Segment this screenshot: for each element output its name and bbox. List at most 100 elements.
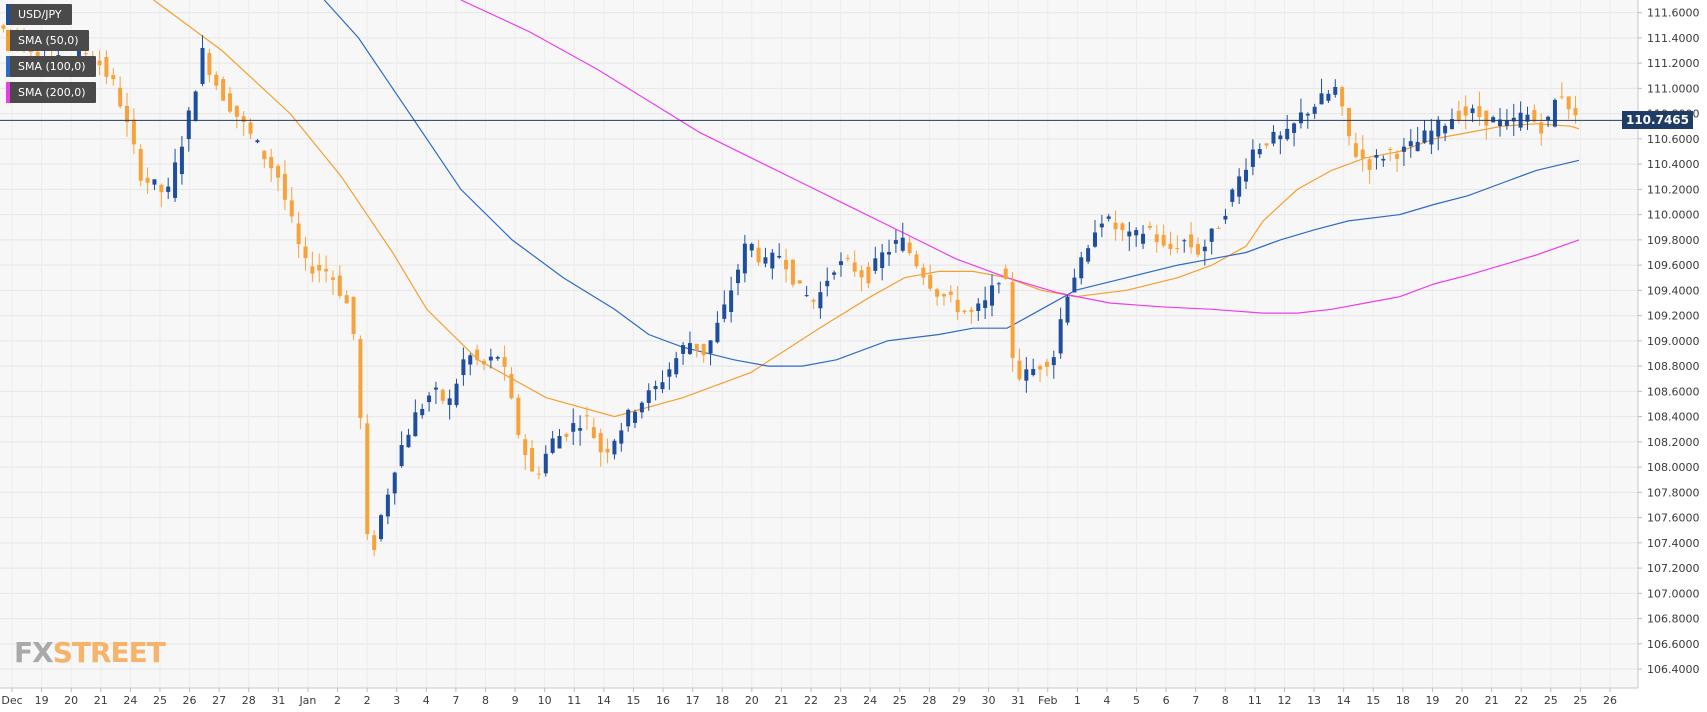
x-tick-label: 25 — [893, 694, 907, 707]
candle-body — [1216, 227, 1221, 229]
candle-body — [1477, 106, 1482, 118]
candle-body — [1051, 357, 1056, 366]
candle-body — [1381, 158, 1386, 161]
candle-body — [578, 428, 583, 431]
candle-body — [948, 291, 953, 295]
candle-body — [1141, 233, 1146, 244]
y-tick-label: 109.6000 — [1647, 259, 1700, 272]
candle-body — [145, 177, 150, 183]
candle-body — [516, 397, 521, 435]
candle-body — [955, 299, 960, 313]
candle-body — [1195, 244, 1200, 255]
candle-body — [1511, 117, 1516, 122]
candle-body — [1305, 113, 1310, 116]
candle-body — [303, 246, 308, 259]
y-tick-label: 108.6000 — [1647, 385, 1700, 398]
candle-body — [1429, 130, 1434, 145]
candle-body — [173, 162, 178, 198]
x-tick-label: 25 — [1573, 694, 1587, 707]
candle-body — [1044, 361, 1049, 367]
candle-body — [1491, 117, 1496, 123]
x-tick-label: 19 — [35, 694, 49, 707]
x-tick-label: Feb — [1038, 694, 1057, 707]
candle-body — [296, 223, 301, 245]
candle-body — [131, 119, 136, 145]
candle-body — [399, 445, 404, 467]
x-tick-label: 8 — [482, 694, 489, 707]
legend-label: SMA (200,0) — [18, 86, 86, 99]
candle-body — [1113, 222, 1118, 230]
legend-item-sma100[interactable]: SMA (100,0) — [6, 56, 96, 77]
candle-body — [990, 285, 995, 306]
candle-body — [1250, 149, 1255, 167]
x-tick-label: 26 — [1603, 694, 1617, 707]
candle-body — [832, 272, 837, 275]
candle-body — [1463, 106, 1468, 116]
candle-body — [777, 255, 782, 258]
x-tick-label: 17 — [686, 694, 700, 707]
candle-body — [1367, 159, 1372, 170]
candle-body — [1, 25, 6, 29]
candle-body — [83, 53, 88, 55]
candle-body — [674, 358, 679, 375]
candle-body — [1546, 116, 1551, 120]
candle-body — [1010, 281, 1015, 358]
candle-body — [221, 79, 226, 101]
candle-body — [1401, 146, 1406, 152]
candle-body — [1498, 119, 1503, 127]
candle-body — [502, 357, 507, 367]
x-tick-label: 6 — [1163, 694, 1170, 707]
y-tick-label: 109.0000 — [1647, 335, 1700, 348]
candle-body — [969, 309, 974, 312]
x-tick-label: 21 — [1485, 694, 1499, 707]
x-tick-label: 3 — [393, 694, 400, 707]
x-tick-label: 24 — [123, 694, 137, 707]
x-tick-label: 29 — [952, 694, 966, 707]
x-tick-label: 19 — [1425, 694, 1439, 707]
x-tick-label: 31 — [1011, 694, 1025, 707]
y-tick-label: 108.8000 — [1647, 360, 1700, 373]
candle-body — [962, 310, 967, 313]
candle-body — [1566, 96, 1571, 110]
candle-body — [1182, 240, 1187, 242]
candle-body — [1168, 243, 1173, 249]
candle-body — [475, 349, 480, 361]
candle-body — [1395, 153, 1400, 159]
candle-body — [646, 390, 651, 403]
candle-body — [667, 369, 672, 377]
candle-body — [626, 409, 631, 427]
x-tick-label: 5 — [1133, 694, 1140, 707]
candle-body — [379, 515, 384, 540]
logo-fx: FX — [14, 636, 54, 669]
y-tick-label: 109.4000 — [1647, 284, 1700, 297]
legend-item-usdjpy[interactable]: USD/JPY — [6, 4, 72, 25]
candle-body — [1099, 223, 1104, 228]
candle-body — [1408, 141, 1413, 147]
candle-body — [838, 261, 843, 266]
candle-body — [536, 473, 541, 475]
candle-body — [907, 242, 912, 254]
candle-body — [35, 51, 40, 59]
candle-body — [708, 340, 713, 354]
candle-body — [605, 448, 610, 453]
candle-body — [433, 387, 438, 390]
candle-body — [715, 322, 720, 343]
legend-item-sma50[interactable]: SMA (50,0) — [6, 30, 89, 51]
x-tick-label: 20 — [1455, 694, 1469, 707]
candle-body — [385, 494, 390, 517]
candle-body — [351, 296, 356, 335]
candle-body — [1326, 93, 1331, 101]
sma-line — [460, 0, 1580, 314]
candle-body — [159, 184, 164, 193]
candle-body — [1552, 99, 1557, 127]
y-tick-label: 109.8000 — [1647, 234, 1700, 247]
candle-body — [1456, 110, 1461, 121]
candle-body — [440, 389, 445, 401]
candle-body — [887, 252, 892, 255]
candle-body — [1161, 234, 1166, 246]
legend-item-sma200[interactable]: SMA (200,0) — [6, 82, 96, 103]
candle-body — [530, 448, 535, 472]
candle-body — [976, 303, 981, 311]
candle-body — [1532, 110, 1537, 122]
y-tick-label: 107.4000 — [1647, 537, 1700, 550]
